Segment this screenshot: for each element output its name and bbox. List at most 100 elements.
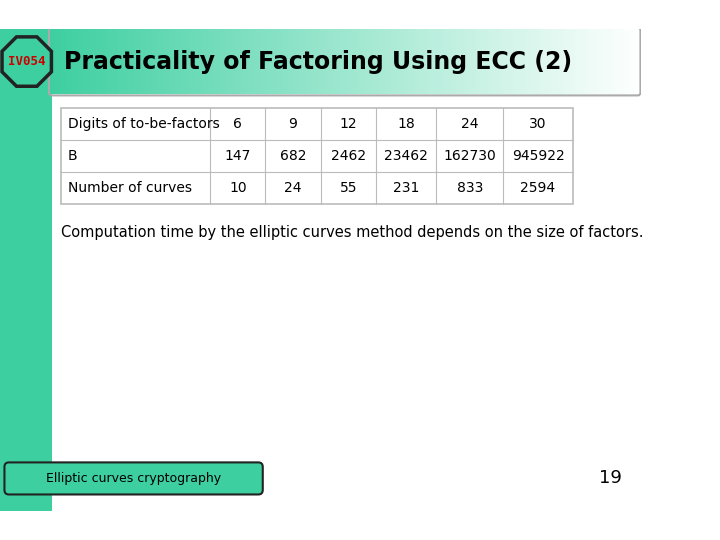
Bar — [199, 30, 202, 93]
Text: 30: 30 — [529, 117, 546, 131]
Bar — [60, 30, 64, 93]
Bar — [429, 30, 433, 93]
Bar — [629, 30, 633, 93]
Bar — [411, 30, 415, 93]
Bar — [235, 30, 238, 93]
Bar — [570, 30, 574, 93]
Bar — [564, 30, 568, 93]
Bar — [359, 30, 361, 93]
Bar — [612, 30, 616, 93]
Bar — [320, 30, 323, 93]
Bar — [341, 30, 344, 93]
Bar — [544, 30, 547, 93]
Bar — [122, 30, 126, 93]
Bar — [176, 30, 179, 93]
Bar — [373, 30, 377, 93]
Bar — [323, 30, 326, 93]
Bar — [173, 30, 176, 93]
Bar — [512, 30, 515, 93]
Bar — [538, 30, 541, 93]
Bar — [284, 30, 288, 93]
Bar — [140, 30, 143, 93]
Bar — [553, 30, 557, 93]
Bar — [66, 30, 70, 93]
Bar — [432, 30, 436, 93]
Bar — [384, 30, 388, 93]
Text: 55: 55 — [340, 181, 357, 195]
Bar — [87, 30, 91, 93]
FancyBboxPatch shape — [0, 30, 52, 510]
FancyBboxPatch shape — [4, 462, 263, 495]
Bar — [370, 30, 374, 93]
Bar — [72, 30, 76, 93]
Bar — [423, 30, 426, 93]
Bar — [435, 30, 438, 93]
Bar — [232, 30, 235, 93]
Bar — [287, 30, 291, 93]
Bar — [494, 30, 498, 93]
Bar — [632, 30, 636, 93]
Bar — [311, 30, 315, 93]
Bar — [503, 30, 506, 93]
Bar — [482, 30, 485, 93]
Bar — [535, 30, 539, 93]
Bar — [290, 30, 294, 93]
Bar — [541, 30, 544, 93]
Text: Digits of to-be-factors: Digits of to-be-factors — [68, 117, 220, 131]
Bar — [243, 30, 247, 93]
Text: 945922: 945922 — [512, 149, 564, 163]
Bar — [52, 30, 55, 93]
Bar — [382, 30, 385, 93]
Bar — [166, 30, 170, 93]
Bar — [138, 30, 140, 93]
Bar — [125, 30, 129, 93]
Bar — [161, 30, 164, 93]
Bar — [217, 30, 220, 93]
Bar — [240, 30, 244, 93]
Bar — [556, 30, 559, 93]
Text: 24: 24 — [461, 117, 479, 131]
Bar — [597, 30, 600, 93]
Bar — [208, 30, 212, 93]
Bar — [55, 30, 58, 93]
Bar — [114, 30, 117, 93]
Bar — [529, 30, 533, 93]
Bar — [300, 30, 302, 93]
Bar — [456, 30, 459, 93]
Bar — [220, 30, 223, 93]
Bar — [600, 30, 603, 93]
Polygon shape — [2, 37, 51, 86]
Bar — [464, 30, 468, 93]
Bar — [523, 30, 527, 93]
Bar — [84, 30, 88, 93]
Text: Elliptic curves cryptography: Elliptic curves cryptography — [46, 472, 221, 485]
Bar — [184, 30, 188, 93]
Bar — [515, 30, 518, 93]
Bar — [591, 30, 595, 93]
Bar — [90, 30, 94, 93]
Bar — [128, 30, 132, 93]
Bar — [364, 30, 368, 93]
Bar — [400, 30, 403, 93]
Bar — [228, 30, 232, 93]
Bar — [559, 30, 562, 93]
Bar — [69, 30, 73, 93]
Text: 162730: 162730 — [444, 149, 496, 163]
Bar — [202, 30, 205, 93]
Bar — [294, 30, 297, 93]
Bar — [588, 30, 592, 93]
Text: Number of curves: Number of curves — [68, 181, 192, 195]
Bar — [314, 30, 318, 93]
Bar — [276, 30, 279, 93]
Bar — [181, 30, 185, 93]
Bar — [476, 30, 480, 93]
Bar — [255, 30, 258, 93]
Bar — [418, 30, 420, 93]
Bar — [491, 30, 495, 93]
Bar — [550, 30, 554, 93]
Text: 9: 9 — [289, 117, 297, 131]
Bar — [81, 30, 84, 93]
Bar — [408, 30, 412, 93]
Bar — [470, 30, 474, 93]
Text: 23462: 23462 — [384, 149, 428, 163]
